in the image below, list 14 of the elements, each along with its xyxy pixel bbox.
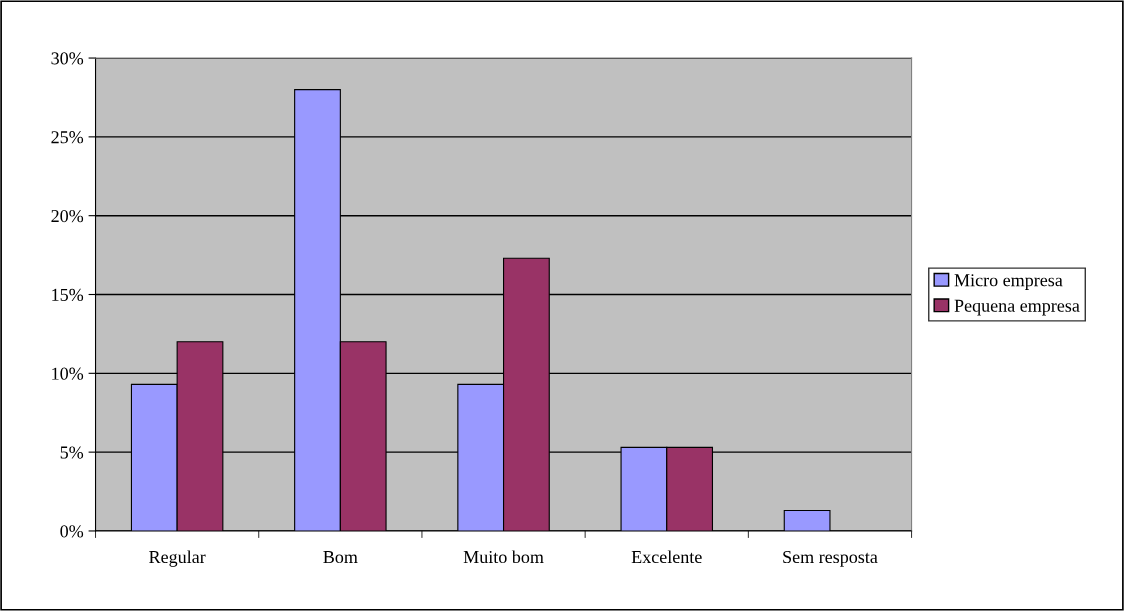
y-tick-label: 30%: [51, 52, 84, 65]
x-tick-label: Sem resposta: [783, 550, 878, 567]
legend-label: Micro empresa: [954, 274, 1063, 290]
x-tick-label: Regular: [149, 550, 206, 567]
y-tick-label: 5%: [60, 446, 84, 459]
x-tick-label: Bom: [323, 551, 358, 564]
x-tick-label: Excelente: [631, 550, 702, 564]
y-tick-label: 0%: [60, 525, 84, 538]
y-tick-label: 25%: [51, 131, 84, 144]
legend-label: Pequena empresa: [954, 299, 1080, 316]
x-tick-label: Muito bom: [463, 550, 544, 564]
y-tick-label: 20%: [51, 209, 84, 223]
y-tick-label: 15%: [52, 288, 84, 301]
y-tick-label: 10%: [52, 367, 84, 380]
